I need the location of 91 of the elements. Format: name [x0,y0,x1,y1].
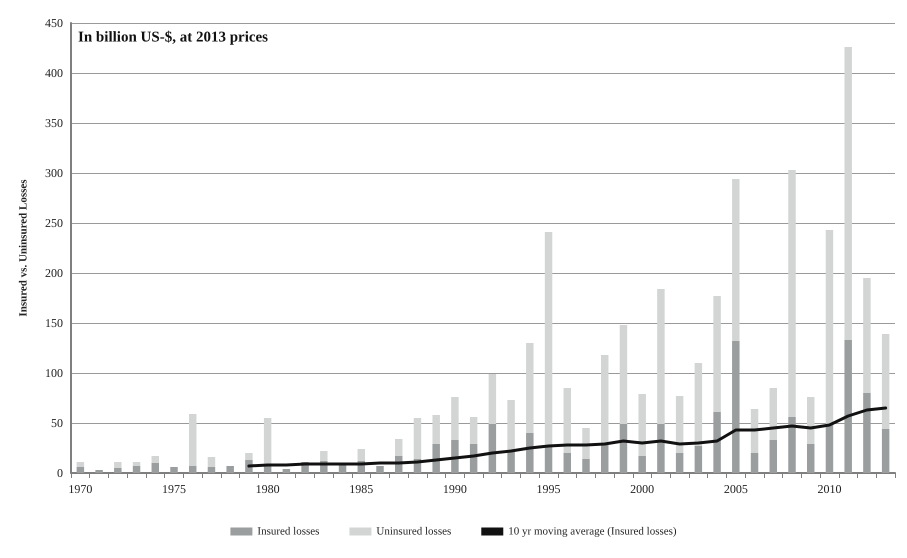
bar [282,469,290,473]
bar [152,456,160,463]
y-tick-label: 50 [51,416,63,430]
bar [657,424,665,473]
bar [526,433,534,473]
bar [806,397,814,444]
bar [750,409,758,453]
bar [770,388,778,440]
bar [507,450,515,473]
legend-label: Insured losses [257,526,320,538]
y-tick-label: 450 [45,16,63,30]
bar [676,453,684,473]
legend-label: Uninsured losses [376,526,452,538]
bar [208,467,216,473]
bar [114,468,122,473]
line-series [247,406,888,468]
x-tick-label: 2005 [724,482,748,496]
bar [544,232,552,447]
bar [414,418,422,459]
bar [376,466,384,473]
bar [620,424,628,473]
bar [358,449,366,461]
bar [788,170,796,417]
y-tick-label: 200 [45,266,63,280]
legend-label: 10 yr moving average (Insured losses) [508,526,677,538]
x-tick-label: 1980 [256,482,280,496]
bar [600,444,608,473]
bar [132,462,140,466]
bar [470,417,478,444]
bar [826,230,834,425]
bar [544,447,552,473]
bar [95,470,103,473]
bar [132,466,140,473]
bar [188,466,196,473]
bar [488,424,496,473]
bar [676,396,684,453]
y-tick-label: 350 [45,116,63,130]
bar [432,415,440,444]
bar [451,440,459,473]
bar [152,463,160,473]
bar [114,462,122,468]
bar [188,414,196,466]
bar [76,467,84,473]
bar [826,425,834,473]
y-tick-label: 400 [45,66,63,80]
bar [882,334,890,429]
y-axis-title: Insured vs. Uninsured Losses [18,178,30,317]
bar [863,278,871,393]
bar [806,444,814,473]
x-tick-label: 1995 [536,482,561,496]
bar [638,394,646,456]
x-tick-label: 1970 [68,482,92,496]
bar [226,466,234,473]
y-tick-label: 0 [57,466,63,480]
bar [582,459,590,473]
bar [264,418,272,466]
y-tick-label: 100 [45,366,63,380]
y-tick-label: 250 [45,216,63,230]
x-tick-label: 1975 [162,482,186,496]
bar [394,439,402,456]
bar [488,374,496,424]
bar [245,453,253,460]
bar [320,451,328,461]
bar [564,453,572,473]
annotation: In billion US-$, at 2013 prices [78,30,268,46]
x-tick-label: 1990 [442,482,467,496]
x-tick-label: 1985 [349,482,374,496]
bar [564,388,572,453]
bar [264,466,272,473]
bar [657,289,665,424]
bar [694,446,702,473]
bar [507,400,515,450]
bar [451,397,459,440]
bar [526,343,534,433]
bar [844,47,852,340]
bar [170,467,178,473]
bar [882,429,890,473]
bar [620,325,628,424]
bar [770,440,778,473]
bar [694,363,702,446]
bar [600,355,608,444]
bar [750,453,758,473]
y-tick-label: 300 [45,166,63,180]
x-tick-label: 2000 [630,482,654,496]
bar [732,179,740,341]
bar [76,462,84,467]
bar [638,456,646,473]
bar [208,457,216,467]
y-tick-label: 150 [45,316,63,330]
x-tick-label: 2010 [817,482,842,496]
bar [713,296,721,412]
